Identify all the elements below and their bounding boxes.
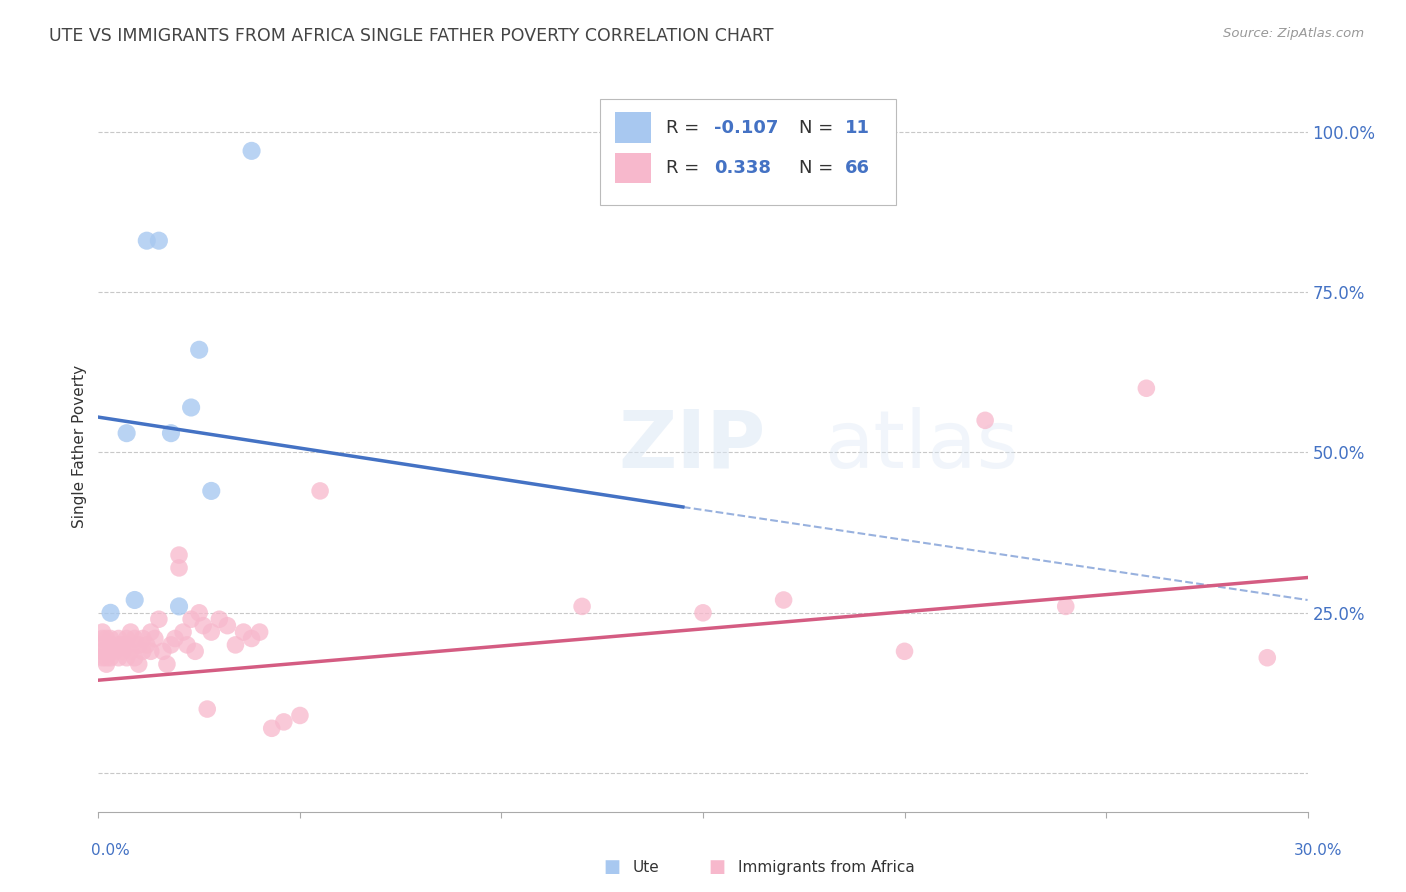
Point (120, 644, 142, 658)
Point (180, 401, 202, 415)
Point (100, 632, 122, 646)
Text: ■: ■ (709, 858, 725, 876)
Point (249, 625, 271, 640)
Point (260, 721, 283, 735)
Point (107, 638, 129, 652)
Point (96, 650, 118, 665)
Point (91, 625, 114, 640)
FancyBboxPatch shape (600, 99, 897, 204)
Point (193, 618, 215, 632)
Point (772, 593, 794, 607)
FancyBboxPatch shape (614, 112, 651, 144)
Point (224, 638, 246, 652)
Point (184, 644, 207, 658)
Point (1054, 599, 1077, 614)
Text: N =: N = (799, 159, 838, 177)
Text: Ute: Ute (633, 860, 659, 874)
Point (91, 644, 114, 658)
Point (208, 612, 231, 626)
Y-axis label: Single Father Poverty: Single Father Poverty (72, 365, 87, 527)
Point (974, 413, 997, 427)
Point (195, 702, 218, 716)
Point (135, 638, 157, 652)
Point (160, 426, 183, 441)
Text: 30.0%: 30.0% (1295, 843, 1343, 858)
Point (91, 632, 114, 646)
Point (176, 638, 198, 652)
Point (240, 632, 263, 646)
Text: R =: R = (665, 159, 704, 177)
Point (100, 638, 122, 652)
Point (692, 606, 714, 620)
Point (188, 606, 211, 620)
Point (96, 657, 118, 672)
Point (111, 638, 134, 652)
Text: ZIP: ZIP (619, 407, 766, 485)
Text: atlas: atlas (824, 407, 1018, 485)
Point (309, 483, 332, 498)
Point (91, 650, 114, 665)
Point (143, 632, 166, 646)
Point (96, 644, 118, 658)
Point (91, 638, 114, 652)
Text: -0.107: -0.107 (714, 119, 779, 136)
Point (180, 612, 202, 626)
Text: R =: R = (665, 119, 704, 136)
Point (132, 644, 155, 658)
Point (139, 644, 162, 658)
Point (148, 612, 170, 626)
Point (128, 657, 150, 672)
Point (139, 625, 162, 640)
Point (217, 618, 239, 632)
Point (111, 644, 134, 658)
Point (100, 606, 122, 620)
Point (273, 714, 295, 729)
Point (200, 483, 222, 498)
FancyBboxPatch shape (614, 153, 651, 184)
Point (128, 638, 150, 652)
Point (167, 548, 190, 562)
Point (107, 650, 129, 665)
Text: ■: ■ (603, 858, 620, 876)
Point (167, 561, 190, 575)
Point (124, 632, 146, 646)
Text: 66: 66 (845, 159, 869, 177)
Point (152, 644, 174, 658)
Point (132, 632, 155, 646)
Point (893, 644, 915, 658)
Text: 0.0%: 0.0% (91, 843, 131, 858)
Point (571, 599, 593, 614)
Point (1256, 650, 1278, 665)
Point (148, 234, 170, 248)
Point (115, 426, 138, 441)
Point (115, 638, 138, 652)
Text: UTE VS IMMIGRANTS FROM AFRICA SINGLE FATHER POVERTY CORRELATION CHART: UTE VS IMMIGRANTS FROM AFRICA SINGLE FAT… (49, 27, 773, 45)
Point (232, 625, 254, 640)
Point (240, 144, 263, 158)
Point (1135, 381, 1157, 395)
Point (103, 644, 125, 658)
Text: Source: ZipAtlas.com: Source: ZipAtlas.com (1223, 27, 1364, 40)
Text: Immigrants from Africa: Immigrants from Africa (738, 860, 915, 874)
Point (115, 650, 138, 665)
Text: N =: N = (799, 119, 838, 136)
Point (288, 708, 311, 723)
Point (167, 599, 190, 614)
Point (188, 343, 211, 357)
Point (200, 625, 222, 640)
Text: 11: 11 (845, 119, 869, 136)
Point (120, 625, 142, 640)
Point (100, 650, 122, 665)
Point (135, 234, 157, 248)
Point (160, 638, 183, 652)
Point (124, 593, 146, 607)
Point (156, 657, 179, 672)
Point (124, 650, 146, 665)
Point (172, 625, 194, 640)
Point (163, 632, 186, 646)
Text: 0.338: 0.338 (714, 159, 770, 177)
Point (96, 632, 118, 646)
Point (107, 632, 129, 646)
Point (115, 632, 138, 646)
